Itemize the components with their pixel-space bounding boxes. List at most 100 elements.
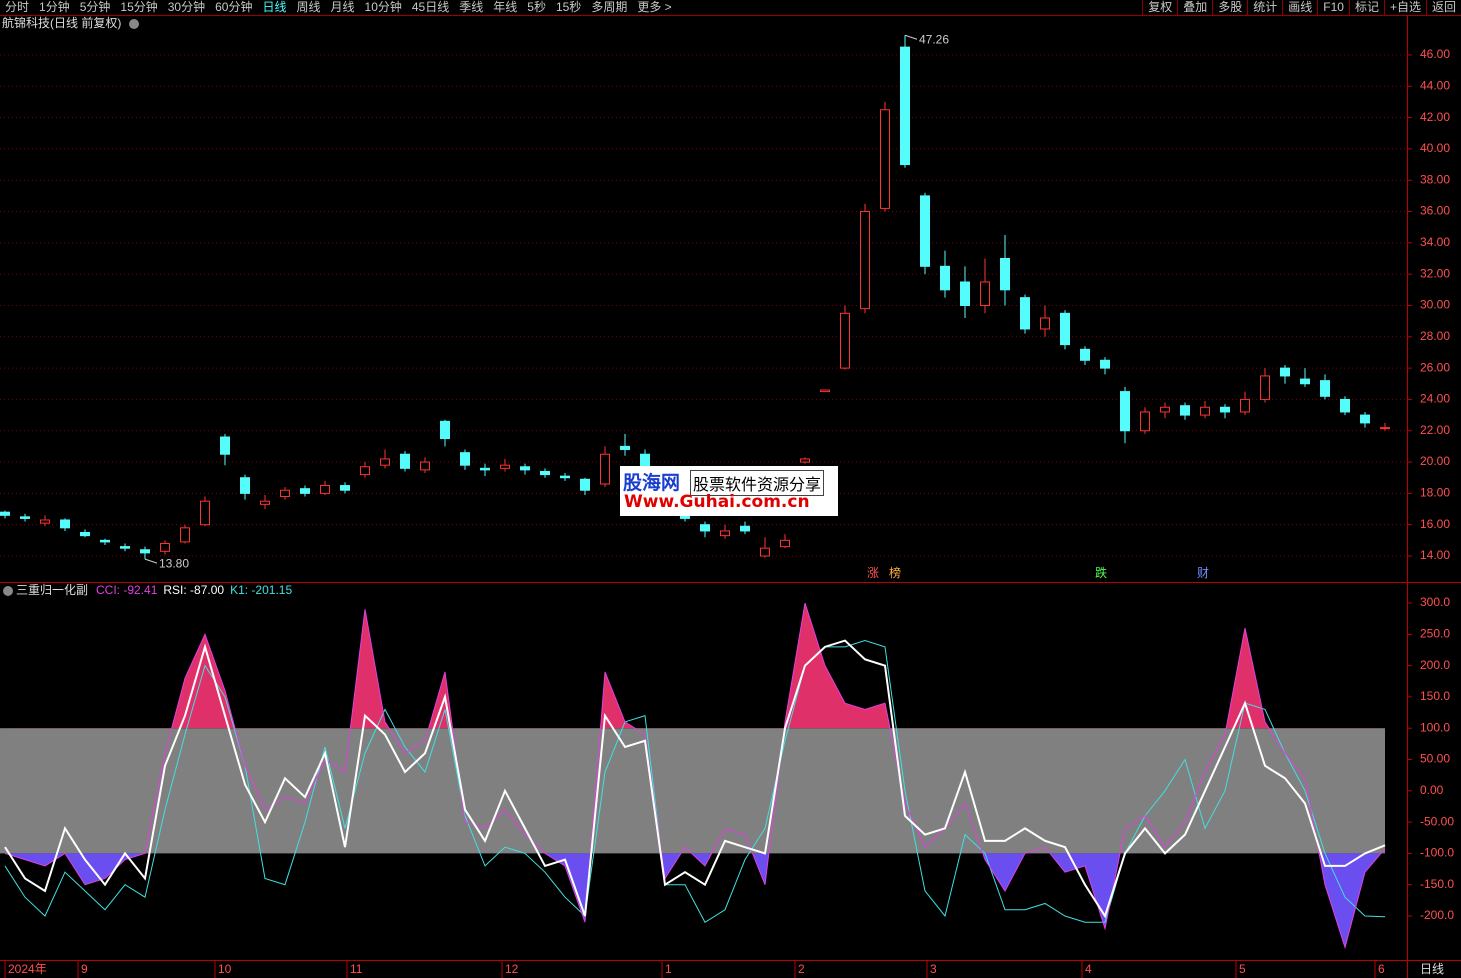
period-button[interactable]: 1分钟 — [39, 0, 70, 14]
candle-body — [780, 539, 790, 548]
candle-body — [260, 500, 270, 505]
candle-body — [500, 464, 510, 469]
y-tick-label: 36.00 — [1420, 204, 1450, 218]
tool-button[interactable]: 复权 — [1142, 0, 1177, 15]
y-tick-label: 22.00 — [1420, 423, 1450, 437]
candle-body — [1080, 348, 1090, 361]
candle-body — [1120, 391, 1130, 432]
price-panel: 航锦科技(日线 前复权) 14.00 16.00 18.00 20.00 22.00 24.… — [0, 15, 1450, 580]
candle-body — [1200, 406, 1210, 416]
candle-body — [940, 265, 950, 291]
candle-body — [40, 519, 50, 524]
tool-button[interactable]: 叠加 — [1177, 0, 1212, 15]
candle-body — [240, 477, 250, 494]
period-toolbar: 分时 1分钟 5分钟 15分钟 30分钟 60分钟 日线 周线 月线 10分钟 45日线 季线 年线 5秒… — [0, 0, 677, 15]
candle-body — [100, 539, 110, 543]
period-button[interactable]: 年线 — [493, 0, 518, 14]
y-tick-label: 250.0 — [1420, 626, 1450, 640]
period-button[interactable]: 日线 — [262, 0, 287, 14]
indicator-line — [4, 639, 1386, 919]
period-button[interactable]: 30分钟 — [167, 0, 206, 14]
event-tag: 涨 — [867, 565, 879, 580]
tool-button[interactable]: 统计 — [1247, 0, 1282, 15]
y-tick-label: 300.0 — [1420, 595, 1450, 609]
extreme-label: 47.26 — [919, 32, 949, 46]
candle-body — [820, 389, 830, 393]
x-tick-label: 2024年 — [8, 962, 47, 976]
y-tick-label: 42.00 — [1420, 110, 1450, 124]
collapse-icon[interactable] — [3, 586, 13, 596]
candle-body — [1240, 398, 1250, 413]
candle-body — [620, 445, 630, 451]
candle-body — [1160, 406, 1170, 413]
tool-button[interactable]: 返回 — [1425, 0, 1461, 15]
period-button[interactable]: 5秒 — [527, 0, 546, 14]
panel-title: 三重归一化副 — [16, 583, 88, 597]
candle-body — [400, 453, 410, 469]
candle-body — [700, 524, 710, 532]
period-button[interactable]: 45日线 — [411, 0, 450, 14]
candle-body — [300, 488, 310, 494]
x-tick-label: 6 — [1378, 962, 1385, 976]
legend-entry: CCI: -92.41 — [96, 583, 158, 597]
collapse-icon[interactable] — [129, 19, 139, 29]
x-tick-label: 9 — [81, 962, 88, 976]
candle-body — [1380, 427, 1390, 430]
tool-toolbar: 复权 叠加 多股 统计 画线 F10 标记 +自选 返回 — [1142, 0, 1461, 15]
y-tick-label: -50.00 — [1420, 814, 1454, 828]
candle-body — [760, 547, 770, 557]
period-button[interactable]: 月线 — [330, 0, 355, 14]
candle-body — [1300, 378, 1310, 385]
panel-title: 航锦科技(日线 前复权) — [2, 15, 121, 30]
candle-body — [1000, 258, 1010, 291]
y-tick-label: 18.00 — [1420, 486, 1450, 500]
period-button[interactable]: 周线 — [296, 0, 321, 14]
candle-body — [880, 109, 890, 209]
period-button[interactable]: 季线 — [459, 0, 484, 14]
candle-body — [440, 420, 450, 440]
watermark: 股海网 股票软件资源分享 Www.Guhai.com.cn — [620, 466, 838, 516]
neutral-band — [0, 728, 1385, 854]
x-tick-label: 5 — [1239, 962, 1246, 976]
y-tick-label: 40.00 — [1420, 141, 1450, 155]
candle-body — [1360, 414, 1370, 424]
candle-body — [580, 478, 590, 491]
candle-body — [980, 281, 990, 306]
period-button[interactable]: 分时 — [5, 0, 30, 14]
period-button[interactable]: 更多 > — [637, 0, 672, 14]
period-button[interactable]: 5分钟 — [79, 0, 111, 14]
x-tick-label: 11 — [350, 962, 363, 976]
extreme-pointer — [144, 558, 158, 564]
indicator-panel: 三重归一化副 CCI: -92.41 RSI: -87.00 K1: -201.15 3… — [0, 583, 1454, 978]
y-tick-label: 26.00 — [1420, 360, 1450, 374]
y-tick-label: 44.00 — [1420, 78, 1450, 92]
candle-body — [200, 500, 210, 526]
period-button[interactable]: 60分钟 — [215, 0, 253, 14]
tool-button[interactable]: F10 — [1317, 0, 1349, 15]
candle-body — [320, 485, 330, 494]
tool-button[interactable]: 画线 — [1282, 0, 1317, 15]
candle-body — [860, 211, 870, 310]
y-tick-label: -150.0 — [1420, 877, 1454, 891]
tool-button[interactable]: 标记 — [1348, 0, 1384, 15]
period-button[interactable]: 10分钟 — [364, 0, 402, 14]
candle-body — [420, 461, 430, 471]
indicator-line — [4, 602, 1386, 950]
period-label: 日线 — [1420, 962, 1444, 976]
candle-body — [220, 436, 230, 455]
candle-body — [460, 452, 470, 466]
period-button[interactable]: 多周期 — [591, 0, 628, 14]
period-button[interactable]: 15秒 — [555, 0, 582, 14]
candle-body — [180, 527, 190, 543]
tool-button[interactable]: 多股 — [1212, 0, 1247, 15]
tool-button[interactable]: +自选 — [1383, 0, 1426, 15]
candle-body — [720, 530, 730, 537]
x-tick-label: 12 — [505, 962, 519, 976]
candle-body — [160, 542, 170, 552]
candle-body — [1320, 380, 1330, 397]
period-button[interactable]: 15分钟 — [120, 0, 158, 14]
candle-body — [900, 46, 910, 166]
legend-entry: RSI: -87.00 — [163, 583, 224, 597]
y-tick-label: 30.00 — [1420, 298, 1450, 312]
